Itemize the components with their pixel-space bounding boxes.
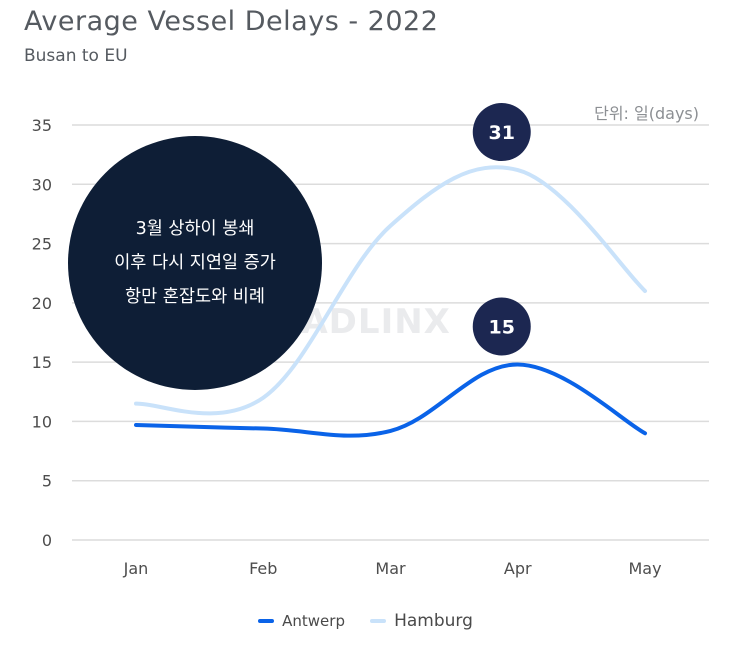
legend-swatch-hamburg [370, 619, 387, 623]
callout-line: 항만 혼잡도와 비례 [125, 287, 265, 307]
legend-label: Antwerp [282, 612, 345, 630]
annotation-badge [472, 103, 531, 162]
legend-item-hamburg[interactable]: Hamburg [370, 611, 473, 631]
annotation-badge [472, 297, 531, 356]
annotation-label: 31 [489, 122, 515, 144]
y-tick-label: 25 [32, 235, 52, 254]
unit-label: 단위: 일(days) [594, 104, 699, 123]
callout-circle: 3월 상하이 봉쇄 이후 다시 지연일 증가 항만 혼잡도와 비례 [68, 136, 322, 390]
legend: Antwerp Hamburg [0, 608, 731, 631]
x-tick-label: Mar [375, 559, 406, 578]
y-tick-label: 30 [32, 175, 52, 194]
series-line-hamburg [134, 165, 647, 416]
x-tick-label: Feb [249, 559, 277, 578]
y-tick-label: 10 [32, 412, 52, 431]
y-tick-label: 5 [42, 472, 52, 491]
y-tick-label: 15 [32, 353, 52, 372]
x-tick-label: Apr [504, 559, 532, 578]
y-tick-label: 0 [42, 531, 52, 550]
annotation-label: 15 [489, 317, 515, 339]
chart-subtitle: Busan to EU [24, 46, 128, 66]
callout-line: 이후 다시 지연일 증가 [114, 253, 276, 273]
x-tick-label: Jan [123, 559, 149, 578]
y-tick-label: 35 [32, 116, 52, 135]
legend-swatch-antwerp [258, 619, 275, 623]
legend-label: Hamburg [394, 611, 473, 631]
chart-title: Average Vessel Delays - 2022 [24, 6, 439, 37]
legend-item-antwerp[interactable]: Antwerp [258, 612, 345, 630]
y-tick-label: 20 [32, 294, 52, 313]
series-line-antwerp [134, 362, 647, 438]
callout-line: 3월 상하이 봉쇄 [135, 219, 255, 239]
x-tick-label: May [628, 559, 661, 578]
